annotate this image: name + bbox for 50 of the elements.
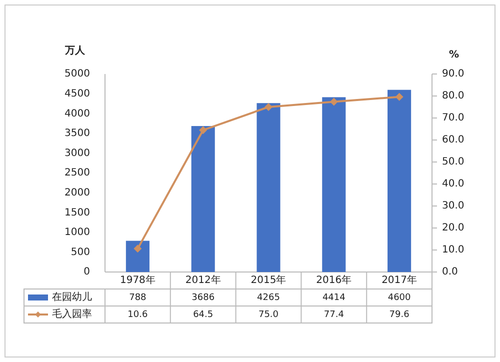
y2-tick-label: 40.0 bbox=[442, 178, 464, 190]
data-label: 788 bbox=[129, 292, 147, 303]
x-tick-label: 2012年 bbox=[185, 274, 221, 286]
data-label: 3686 bbox=[192, 292, 215, 303]
y2-tick-label: 90.0 bbox=[442, 68, 464, 80]
legend-label: 毛入园率 bbox=[52, 308, 92, 320]
bar bbox=[126, 240, 150, 272]
data-label: 75.0 bbox=[258, 310, 279, 320]
point bbox=[330, 98, 338, 106]
y2-tick-label: 0.0 bbox=[442, 266, 458, 278]
y-tick-label: 4000 bbox=[64, 108, 90, 120]
data-label: 64.5 bbox=[193, 310, 214, 320]
y2-tick-label: 60.0 bbox=[442, 134, 464, 146]
data-label: 4600 bbox=[388, 292, 412, 303]
x-tick-label: 2017年 bbox=[382, 274, 418, 286]
point bbox=[199, 126, 208, 134]
y-tick-label: 1000 bbox=[64, 227, 90, 238]
y-tick-label: 3000 bbox=[64, 148, 90, 159]
y-tick-label: 0 bbox=[84, 266, 90, 278]
data-label: 10.6 bbox=[128, 310, 148, 320]
data-label: 79.6 bbox=[389, 310, 410, 320]
y2-tick-label: 10.0 bbox=[442, 244, 464, 256]
y-tick-label: 2000 bbox=[64, 188, 90, 199]
y-tick-label: 3500 bbox=[64, 128, 90, 140]
y2-tick-label: 20.0 bbox=[442, 222, 464, 234]
legend-label: 在园幼儿 bbox=[52, 291, 92, 304]
y-axis-title: 万人 bbox=[64, 44, 86, 57]
data-label: 4414 bbox=[322, 292, 346, 303]
x-tick-label: 2015年 bbox=[250, 274, 286, 286]
y2-tick-label: 80.0 bbox=[442, 90, 464, 102]
x-tick-label: 1978年 bbox=[120, 274, 156, 286]
x-tick-label: 2016年 bbox=[316, 274, 352, 286]
point bbox=[395, 92, 404, 101]
y2-axis-title: % bbox=[448, 50, 460, 61]
bar bbox=[388, 90, 412, 272]
y-tick-label: 5000 bbox=[64, 68, 90, 80]
bar bbox=[322, 97, 346, 272]
y2-tick-label: 50.0 bbox=[442, 156, 464, 168]
bar bbox=[191, 126, 215, 272]
y2-tick-label: 30.0 bbox=[442, 200, 464, 212]
y-tick-label: 4500 bbox=[64, 88, 90, 100]
point bbox=[134, 244, 142, 253]
data-label: 4265 bbox=[257, 292, 280, 303]
point bbox=[264, 103, 272, 111]
y-tick-label: 1500 bbox=[64, 207, 90, 218]
data-label: 77.4 bbox=[324, 310, 344, 320]
bar bbox=[256, 103, 280, 272]
y-tick-label: 500 bbox=[70, 246, 90, 258]
y-tick-label: 2500 bbox=[64, 168, 90, 179]
y2-tick-label: 70.0 bbox=[442, 112, 464, 124]
